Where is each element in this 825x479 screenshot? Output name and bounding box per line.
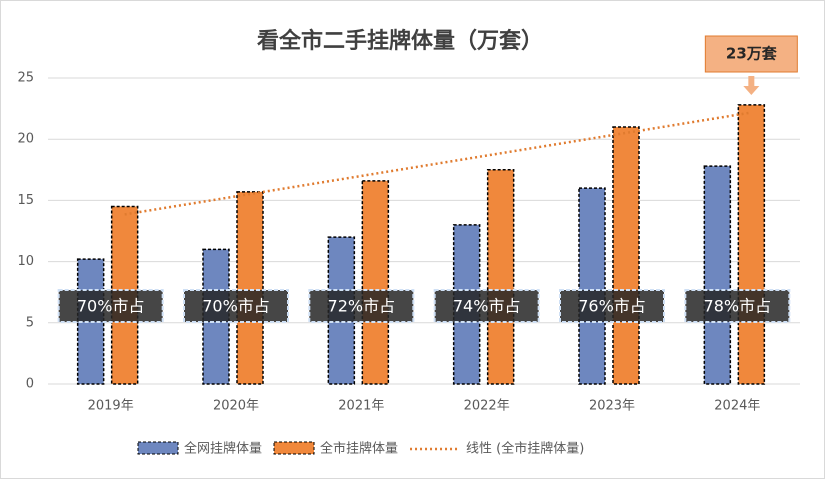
callout: 23万套: [726, 45, 778, 63]
callout-box: [704, 35, 798, 73]
x-tick-label: 2024年: [714, 399, 760, 414]
bar: [236, 191, 264, 385]
bar: [361, 180, 390, 385]
y-tick-label: 20: [17, 132, 34, 147]
share-label-box: [183, 289, 289, 323]
legend-label: 全市挂牌体量: [320, 441, 398, 457]
x-tick-label: 2022年: [464, 399, 510, 414]
share-label-box: [57, 289, 164, 323]
chart-title: 看全市二手挂牌体量（万套）: [257, 28, 543, 54]
bar: [486, 169, 515, 385]
x-tick-label: 2023年: [589, 399, 635, 414]
share-label-box: [433, 289, 540, 323]
bar: [703, 165, 732, 385]
share-label: 70%市占: [202, 297, 270, 316]
x-tick-label: 2021年: [338, 399, 384, 414]
share-label-box: [559, 289, 665, 323]
x-tick-label: 2019年: [88, 399, 134, 414]
legend-label: 线性 (全市挂牌体量): [466, 441, 584, 457]
share-label-box: [684, 289, 791, 323]
callout-arrow: [743, 76, 760, 95]
y-tick-label: 0: [26, 377, 34, 392]
y-tick-label: 5: [26, 315, 34, 330]
share-label: 76%市占: [578, 297, 646, 316]
bar: [578, 187, 606, 385]
y-tick-label: 15: [17, 193, 34, 208]
share-label: 72%市占: [328, 297, 396, 316]
bar: [737, 104, 766, 385]
trendline: [124, 111, 752, 216]
legend-label: 全网挂牌体量: [184, 441, 262, 457]
legend-swatch: [273, 441, 315, 455]
x-tick-label: 2020年: [213, 399, 259, 414]
y-tick-label: 25: [17, 71, 34, 86]
share-label: 74%市占: [453, 297, 521, 316]
share-label: 70%市占: [77, 297, 145, 316]
y-tick-label: 10: [17, 254, 34, 269]
share-label: 78%市占: [704, 297, 772, 316]
share-label-box: [308, 289, 415, 323]
bar: [612, 126, 640, 385]
legend-swatch: [137, 441, 179, 455]
